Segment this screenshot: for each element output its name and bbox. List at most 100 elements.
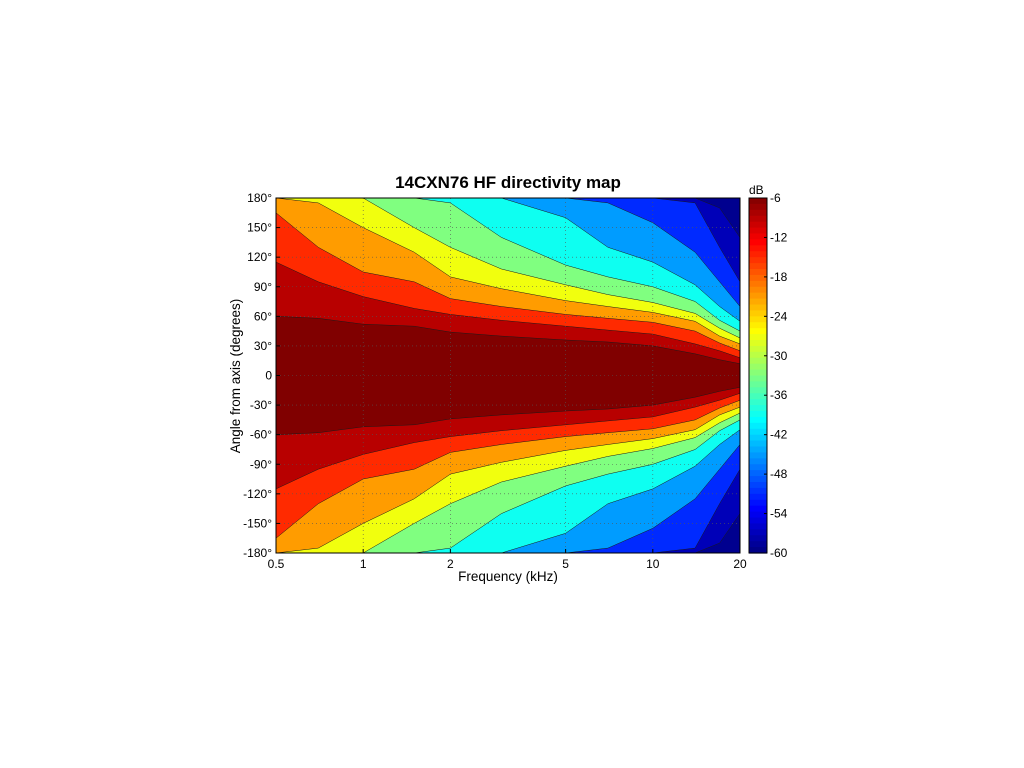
colorbar-segment bbox=[749, 446, 767, 454]
colorbar-tick-label: -48 bbox=[770, 467, 788, 481]
colorbar-segment bbox=[749, 511, 767, 519]
colorbar-tick-label: -54 bbox=[770, 507, 788, 521]
colorbar-segment bbox=[749, 529, 767, 536]
x-tick-label: 5 bbox=[562, 557, 569, 571]
colorbar-tick-label: -60 bbox=[770, 546, 788, 560]
y-axis: 180° 150° 120° 90° 60° 30° 0 -30° -60° -90° -120° -… bbox=[243, 191, 280, 560]
y-tick-label: -180° bbox=[243, 546, 272, 560]
colorbar-segment bbox=[749, 340, 767, 347]
y-tick-label: 60° bbox=[254, 309, 272, 323]
colorbar: -6 -12 -18 -24 -30 -36 -42 -48 -54 -60 bbox=[748, 191, 788, 560]
colorbar-segment bbox=[749, 416, 767, 424]
colorbar-segment bbox=[749, 203, 767, 211]
plot-area bbox=[276, 198, 740, 553]
colorbar-segment bbox=[749, 292, 767, 300]
colorbar-segment bbox=[749, 209, 767, 217]
colorbar-segment bbox=[749, 487, 767, 495]
y-tick-label: -150° bbox=[243, 516, 272, 530]
colorbar-tick-label: -42 bbox=[770, 428, 788, 442]
colorbar-unit-label: dB bbox=[749, 183, 764, 197]
y-tick-label: -60° bbox=[250, 428, 272, 442]
x-tick-label: 2 bbox=[447, 557, 454, 571]
colorbar-segment bbox=[749, 387, 767, 394]
y-tick-label: -90° bbox=[250, 457, 272, 471]
colorbar-segment bbox=[749, 505, 767, 513]
colorbar-segment bbox=[749, 458, 767, 465]
colorbar-segment bbox=[749, 452, 767, 459]
colorbar-segment bbox=[749, 517, 767, 525]
colorbar-segment bbox=[749, 239, 767, 246]
chart-title: 14CXN76 HF directivity map bbox=[395, 173, 621, 192]
y-tick-label: 30° bbox=[254, 339, 272, 353]
colorbar-tick-label: -30 bbox=[770, 349, 788, 363]
y-tick-label: -30° bbox=[250, 398, 272, 412]
colorbar-segment bbox=[749, 541, 767, 548]
colorbar-tick-label: -24 bbox=[770, 309, 788, 323]
colorbar-segment bbox=[749, 221, 767, 229]
colorbar-segment bbox=[749, 405, 767, 412]
colorbar-segment bbox=[749, 310, 767, 317]
colorbar-segment bbox=[749, 357, 767, 365]
colorbar-segment bbox=[749, 316, 767, 323]
colorbar-segment bbox=[749, 304, 767, 312]
colorbar-segment bbox=[749, 263, 767, 270]
colorbar-segment bbox=[749, 328, 767, 335]
colorbar-segment bbox=[749, 411, 767, 418]
colorbar-segment bbox=[749, 227, 767, 235]
y-tick-label: 150° bbox=[247, 221, 272, 235]
colorbar-segment bbox=[749, 393, 767, 400]
colorbar-segment bbox=[749, 233, 767, 241]
colorbar-segment bbox=[749, 476, 767, 483]
colorbar-segment bbox=[749, 286, 767, 294]
colorbar-segment bbox=[749, 375, 767, 383]
colorbar-segment bbox=[749, 251, 767, 258]
y-axis-label: Angle from axis (degrees) bbox=[228, 299, 243, 454]
colorbar-segment bbox=[749, 351, 767, 359]
grid-lines bbox=[276, 198, 740, 553]
colorbar-segment bbox=[749, 381, 767, 388]
y-tick-label: 180° bbox=[247, 191, 272, 205]
colorbar-segment bbox=[749, 399, 767, 406]
colorbar-segment bbox=[749, 334, 767, 341]
colorbar-segment bbox=[749, 363, 767, 371]
x-tick-label: 1 bbox=[360, 557, 367, 571]
colorbar-segment bbox=[749, 434, 767, 442]
colorbar-segment bbox=[749, 499, 767, 507]
colorbar-segment bbox=[749, 280, 767, 288]
colorbar-tick-label: -18 bbox=[770, 270, 788, 284]
y-tick-label: -120° bbox=[243, 487, 272, 501]
colorbar-segment bbox=[749, 369, 767, 377]
colorbar-segment bbox=[749, 493, 767, 501]
x-axis-label: Frequency (kHz) bbox=[458, 569, 558, 584]
colorbar-segment bbox=[749, 464, 767, 471]
colorbar-segment bbox=[749, 215, 767, 223]
colorbar-segment bbox=[749, 322, 767, 329]
colorbar-segment bbox=[749, 298, 767, 306]
colorbar-segment bbox=[749, 274, 767, 282]
y-tick-label: 0 bbox=[265, 369, 272, 383]
colorbar-segment bbox=[749, 428, 767, 436]
colorbar-segment bbox=[749, 198, 767, 205]
colorbar-segment bbox=[749, 345, 767, 353]
y-tick-label: 90° bbox=[254, 280, 272, 294]
colorbar-segment bbox=[749, 547, 767, 554]
x-tick-label: 10 bbox=[646, 557, 660, 571]
colorbar-tick-label: -12 bbox=[770, 230, 788, 244]
colorbar-segment bbox=[749, 422, 767, 430]
colorbar-segment bbox=[749, 440, 767, 448]
colorbar-frame bbox=[748, 197, 768, 554]
x-tick-label: 0.5 bbox=[268, 557, 285, 571]
colorbar-segment bbox=[749, 269, 767, 276]
colorbar-segment bbox=[749, 470, 767, 477]
colorbar-segment bbox=[749, 523, 767, 530]
y-tick-label: 120° bbox=[247, 250, 272, 264]
colorbar-segment bbox=[749, 257, 767, 264]
x-axis: 0.5 1 2 5 10 20 bbox=[268, 549, 747, 571]
colorbar-segment bbox=[749, 245, 767, 252]
colorbar-segment bbox=[749, 535, 767, 542]
colorbar-tick-label: -6 bbox=[770, 191, 781, 205]
x-tick-label: 20 bbox=[733, 557, 747, 571]
colorbar-segment bbox=[749, 482, 767, 489]
colorbar-tick-label: -36 bbox=[770, 388, 788, 402]
